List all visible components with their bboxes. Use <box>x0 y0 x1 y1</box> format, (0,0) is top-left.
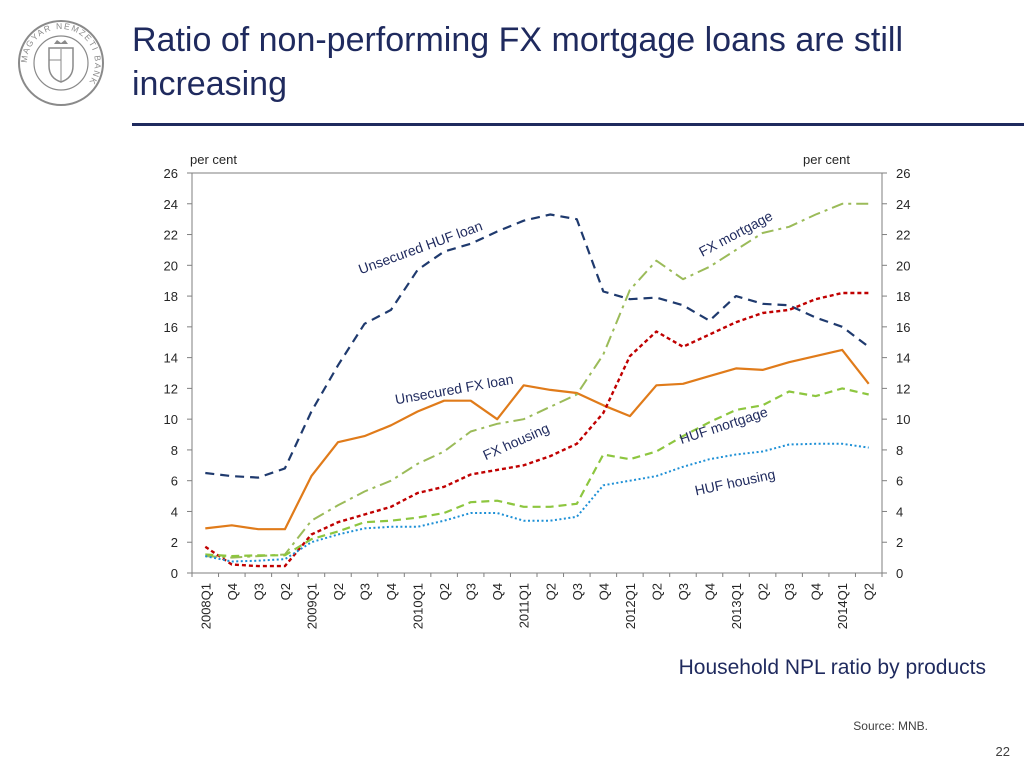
x-tick-label: Q2 <box>543 583 558 600</box>
x-tick-label: Q2 <box>331 583 346 600</box>
y-tick-label-left: 16 <box>164 320 178 335</box>
series-line-fx-mortgage <box>205 202 869 559</box>
y-tick-label-left: 14 <box>164 351 178 366</box>
y-tick-label-left: 6 <box>171 474 178 489</box>
x-tick-label: 2009Q1 <box>304 583 319 629</box>
title-divider <box>132 123 1024 126</box>
x-tick-label: Q2 <box>649 583 664 600</box>
x-tick-label: 2013Q1 <box>729 583 744 629</box>
chart-caption: Household NPL ratio by products <box>678 656 986 679</box>
y-tick-label-right: 10 <box>896 412 910 427</box>
y-tick-label-right: 12 <box>896 381 910 396</box>
x-tick-label: 2014Q1 <box>835 583 850 629</box>
y-tick-label-left: 24 <box>164 197 178 212</box>
x-tick-label: Q2 <box>278 583 293 600</box>
x-tick-label: Q2 <box>756 583 771 600</box>
y-tick-label-left: 22 <box>164 228 178 243</box>
x-tick-label: Q4 <box>384 583 399 600</box>
y-tick-label-left: 2 <box>171 535 178 550</box>
x-tick-label: Q2 <box>862 583 877 600</box>
y-tick-label-right: 2 <box>896 535 903 550</box>
y-tick-label-right: 14 <box>896 351 910 366</box>
x-tick-label: Q3 <box>782 583 797 600</box>
series-label-huf-housing: HUF housing <box>693 466 776 499</box>
left-axis-label: per cent <box>190 152 237 167</box>
y-tick-label-left: 0 <box>171 566 178 581</box>
y-tick-label-right: 22 <box>896 228 910 243</box>
series-line-unsecured-fx <box>205 348 870 531</box>
x-tick-label: Q4 <box>596 583 611 600</box>
x-tick-label: Q4 <box>703 583 718 600</box>
y-tick-label-left: 10 <box>164 412 178 427</box>
series-line-fx-housing <box>204 291 869 568</box>
y-tick-label-left: 20 <box>164 258 178 273</box>
page-number: 22 <box>995 744 1010 759</box>
slide-title: Ratio of non-performing FX mortgage loan… <box>132 21 904 103</box>
series-label-unsecured-fx: Unsecured FX loan <box>394 371 515 408</box>
series-line-unsecured-huf <box>205 213 870 479</box>
y-tick-label-right: 6 <box>896 474 903 489</box>
y-tick-label-left: 12 <box>164 381 178 396</box>
y-tick-label-left: 4 <box>171 504 178 519</box>
x-tick-label: Q4 <box>809 583 824 600</box>
x-tick-label: 2011Q1 <box>517 583 532 628</box>
y-tick-label-right: 24 <box>896 197 910 212</box>
x-tick-label: Q3 <box>358 583 373 600</box>
plot-frame <box>191 172 883 574</box>
y-tick-label-right: 16 <box>896 320 910 335</box>
source-note: Source: MNB. <box>853 719 928 733</box>
y-tick-label-right: 0 <box>896 566 903 581</box>
x-tick-label: 2012Q1 <box>623 583 638 629</box>
y-tick-label-left: 26 <box>164 166 178 181</box>
x-tick-label: Q3 <box>464 583 479 600</box>
y-tick-label-right: 20 <box>896 258 910 273</box>
x-tick-label: Q3 <box>676 583 691 600</box>
y-tick-label-left: 18 <box>164 289 178 304</box>
x-tick-label: Q4 <box>225 583 240 600</box>
series-line-huf-mortgage <box>205 387 869 558</box>
mnb-logo: MAGYAR NEMZETI BANK <box>18 20 104 106</box>
crest-icon <box>48 47 74 83</box>
y-tick-label-left: 8 <box>171 443 178 458</box>
x-tick-label: Q4 <box>490 583 505 600</box>
y-tick-label-right: 26 <box>896 166 910 181</box>
x-tick-label: 2008Q1 <box>198 583 213 629</box>
series-label-huf-mortgage: HUF mortgage <box>677 403 769 447</box>
y-tick-label-right: 8 <box>896 443 903 458</box>
y-tick-label-right: 4 <box>896 504 903 519</box>
x-tick-label: Q3 <box>570 583 585 600</box>
right-axis-label: per cent <box>803 152 850 167</box>
x-tick-label: Q2 <box>437 583 452 600</box>
series-label-unsecured-huf: Unsecured HUF loan <box>356 217 484 277</box>
x-tick-label: 2010Q1 <box>411 583 426 629</box>
series-line-huf-housing <box>205 442 869 563</box>
x-tick-label: Q3 <box>251 583 266 600</box>
y-tick-label-right: 18 <box>896 289 910 304</box>
